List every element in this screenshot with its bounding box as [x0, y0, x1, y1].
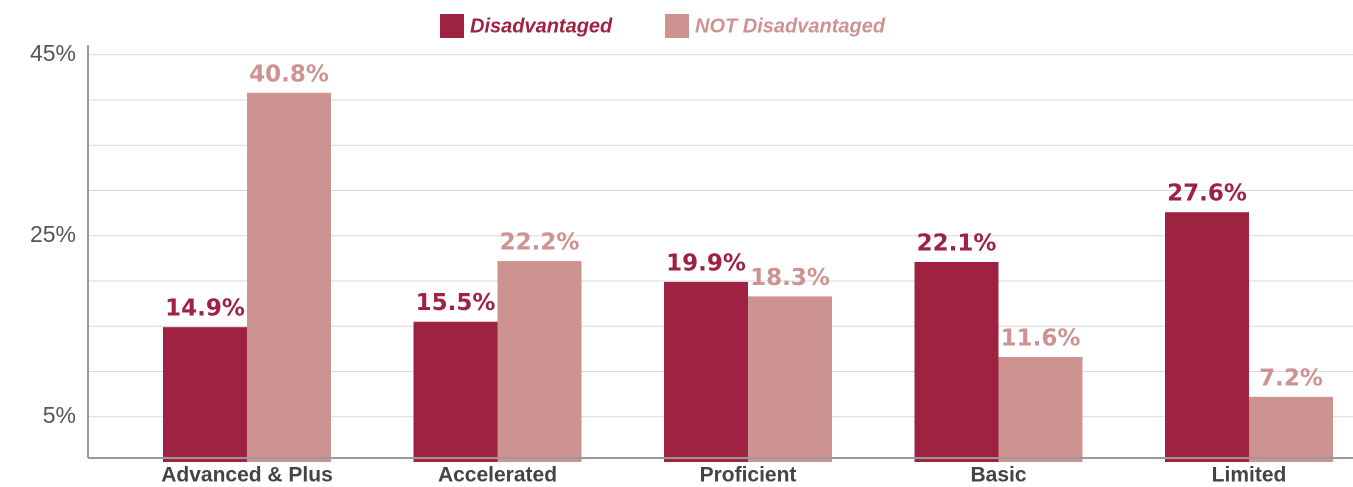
x-tick-label: Basic	[970, 464, 1026, 487]
value-label: 22.1%	[917, 230, 997, 256]
value-label: 22.2%	[500, 230, 580, 256]
y-tick-label: 45%	[30, 40, 76, 66]
legend-label: NOT Disadvantaged	[695, 15, 886, 37]
value-label: 15.5%	[416, 290, 496, 316]
bar	[413, 321, 498, 462]
y-tick-label: 5%	[43, 402, 76, 428]
legend-swatch	[440, 14, 464, 38]
value-label: 7.2%	[1259, 365, 1323, 391]
value-label: 40.8%	[249, 61, 329, 87]
bar	[998, 357, 1083, 462]
bar	[748, 296, 832, 462]
value-label: 19.9%	[666, 250, 746, 276]
x-tick-label: Limited	[1212, 464, 1287, 487]
value-label: 11.6%	[1001, 326, 1081, 352]
legend-swatch	[665, 14, 689, 38]
value-label: 14.9%	[165, 296, 245, 322]
bar	[914, 261, 999, 462]
bar	[163, 327, 247, 462]
x-tick-label: Advanced & Plus	[161, 464, 333, 487]
bar	[1165, 212, 1249, 462]
bar	[247, 92, 331, 462]
bar	[1249, 396, 1333, 462]
legend-label: Disadvantaged	[470, 15, 613, 37]
y-tick-label: 25%	[30, 221, 76, 247]
bar	[664, 281, 748, 462]
value-label: 27.6%	[1167, 181, 1247, 207]
value-label: 18.3%	[750, 265, 830, 291]
x-tick-label: Proficient	[700, 464, 797, 487]
bar	[497, 261, 582, 462]
x-tick-label: Accelerated	[438, 464, 557, 487]
